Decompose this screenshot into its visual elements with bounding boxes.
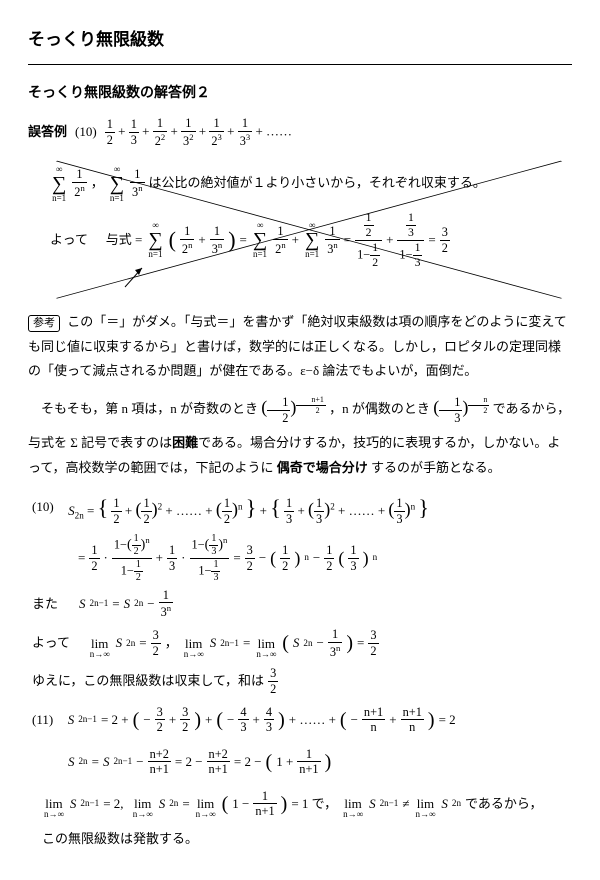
sum-symbol-2: ∞ ∑ n=1 [110,165,124,203]
arrow-icon [120,262,150,292]
therefore-label: よって [50,228,88,253]
sol10-number: (10) [32,495,54,520]
final-value: 32 [440,225,450,256]
ellipsis: …… [266,123,292,138]
ref-2a: そもそも，第 n 項は，n が奇数のとき [41,401,261,416]
sol10-s2n: S2n = { 12 + (12)2 + …… + (12)n } + { 13… [68,487,429,529]
also-label: また [32,592,58,617]
sol10-conclusion-a: ゆえに，この無限級数は収束して，和は [32,669,264,694]
sum-symbol-3: ∞∑n=1 [148,221,162,259]
title-rule [28,64,572,65]
ref-2c: であるから， [493,401,570,416]
problem-10-series: 12 + 13 + 122 + 132 + 123 + 133 + …… [105,116,292,149]
sum1-term: 12n [72,167,86,200]
sum2-term: 13n [130,167,144,200]
geom-sum-b: 13 1−13 [397,211,424,270]
page-title: そっくり無限級数 [28,24,572,56]
geom-sum-a: 12 1−12 [355,211,382,270]
sol11-eq2: = 2 [439,708,456,733]
section-title: そっくり無限級数の解答例２ [28,79,572,106]
sol11-number: (11) [32,708,53,733]
reference-para-2: そもそも，第 n 項は，n が奇数のとき (12)n+12 ，n が偶数のとき … [28,390,572,425]
paren-open: ( [169,219,176,261]
paren-close: ) [228,219,235,261]
sum-symbol-1: ∞ ∑ n=1 [52,165,66,203]
problem-10-number: (10) [75,120,97,145]
ref-2b: ，n が偶数のとき [329,401,433,416]
sol11-conclusion: この無限級数は発散する。 [42,827,198,852]
wrong-answer-header: 誤答例 (10) 12 + 13 + 122 + 132 + 123 + 133… [28,116,572,149]
reference-box: 参考 [28,315,60,332]
solution-10: (10) S2n = { 12 + (12)2 + …… + (12)n } +… [32,487,572,697]
therefore-label-2: よって [32,631,70,656]
reference-para-3: 与式を Σ 記号で表すのは困難である。場合分けするか，技巧的に表現するか，しかな… [28,431,572,480]
sol10-conclusion-val: 32 [268,666,278,697]
wrong-label: 誤答例 [28,120,67,145]
solution-11: (11) S2n−1 = 2 + (−32 + 32) + (−43 + 43)… [32,701,572,852]
reference-para-1: 参考 この「＝」がダメ。「与式＝」を書かず「絶対収束級数は項の順序をどのように変… [28,310,572,384]
given-eq: 与式 = [106,228,143,253]
crossed-out-wrong-work: ∞ ∑ n=1 12n， ∞ ∑ n=1 13n は公比の絶対値が１より小さいか… [46,155,572,304]
wrong-line1-tail: は公比の絶対値が１より小さいから，それぞれ収束する。 [149,171,486,196]
reference-text-1: この「＝」がダメ。「与式＝」を書かず「絶対収束級数は項の順序をどのように変えても… [28,314,567,378]
